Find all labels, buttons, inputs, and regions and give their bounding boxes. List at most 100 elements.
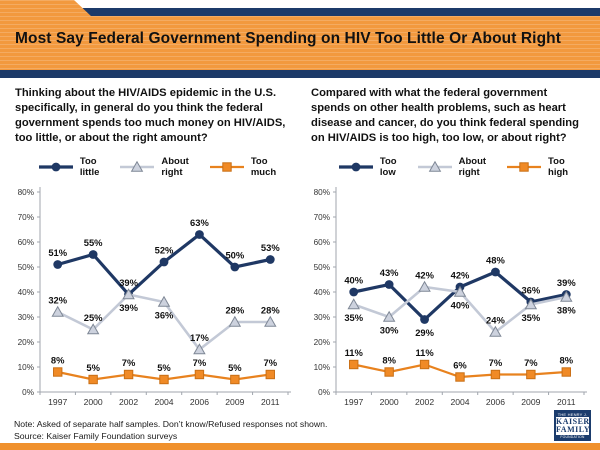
series-about-right xyxy=(51,288,277,355)
source-line: Source: Kaiser Family Foundation surveys xyxy=(14,430,178,441)
legend-label: About right xyxy=(161,156,189,179)
data-point-triangle xyxy=(51,305,64,317)
question-right: Compared with what the federal governmen… xyxy=(311,87,579,144)
y-tick-label: 70% xyxy=(314,213,330,222)
data-label: 35% xyxy=(344,312,363,323)
x-tick-label: 2002 xyxy=(119,397,138,407)
header-navy-underline xyxy=(0,70,600,78)
y-tick-label: 10% xyxy=(18,363,34,372)
y-tick-label: 20% xyxy=(314,338,330,347)
x-tick-label: 2000 xyxy=(380,397,399,407)
y-tick-label: 20% xyxy=(18,338,34,347)
data-point-triangle xyxy=(193,343,206,355)
data-label: 5% xyxy=(86,362,100,373)
data-label: 6% xyxy=(453,360,467,371)
data-label: 42% xyxy=(451,270,470,281)
data-label: 32% xyxy=(48,295,67,306)
data-label: 52% xyxy=(155,245,174,256)
data-label: 30% xyxy=(380,325,399,336)
data-point-circle xyxy=(265,255,275,264)
data-label: 7% xyxy=(122,357,136,368)
footer-note: Note: Asked of separate half samples. Do… xyxy=(14,419,327,442)
data-point-circle xyxy=(88,250,98,259)
header-orange-tab xyxy=(0,0,92,17)
data-point-circle xyxy=(53,260,63,269)
data-point-circle xyxy=(195,230,204,239)
y-tick-label: 50% xyxy=(18,263,34,272)
data-point-triangle xyxy=(228,315,242,327)
y-tick-label: 10% xyxy=(314,363,330,372)
series-too-high xyxy=(349,359,571,382)
note-line: Note: Asked of separate half samples. Do… xyxy=(14,419,328,429)
square-marker-icon xyxy=(507,162,542,172)
data-point-square xyxy=(419,359,430,370)
x-tick-label: 2011 xyxy=(261,397,280,407)
data-label: 11% xyxy=(415,347,434,358)
legend-label: Too much xyxy=(250,156,277,179)
data-point-triangle xyxy=(382,310,396,322)
data-label: 7% xyxy=(264,357,278,368)
data-point-square xyxy=(194,369,205,380)
x-tick-label: 2002 xyxy=(415,397,434,407)
y-tick-label: 50% xyxy=(314,263,330,272)
data-label: 39% xyxy=(119,302,138,313)
data-point-triangle xyxy=(264,315,277,327)
axes xyxy=(37,187,291,395)
panel-left: Thinking about the HIV/AIDS epidemic in … xyxy=(6,80,298,412)
legend-label: Too low xyxy=(379,156,397,179)
legend-item-about-right: About right xyxy=(417,156,486,178)
y-tick-label: 70% xyxy=(18,213,34,222)
y-tick-label: 80% xyxy=(314,188,330,197)
y-tick-label: 60% xyxy=(314,238,330,247)
header-navy-bar xyxy=(60,8,600,16)
x-tick-label: 2000 xyxy=(84,397,103,407)
data-label: 39% xyxy=(119,277,138,288)
data-label: 28% xyxy=(261,305,280,316)
kff-foundation-logo: THE HENRY J. KAISER FAMILY FOUNDATION xyxy=(554,410,591,441)
series-about-right xyxy=(347,280,573,337)
data-point-triangle xyxy=(560,290,573,302)
x-tick-label: 1997 xyxy=(344,397,363,407)
question-left: Thinking about the HIV/AIDS epidemic in … xyxy=(15,87,286,144)
legend-label: Too high xyxy=(548,156,569,179)
data-point-circle xyxy=(491,267,500,277)
y-tick-label: 40% xyxy=(18,288,34,297)
data-label: 63% xyxy=(190,217,209,228)
data-label: 36% xyxy=(155,310,174,321)
data-point-square xyxy=(265,369,275,380)
square-marker-icon xyxy=(209,162,244,172)
data-point-square xyxy=(230,374,240,385)
data-point-triangle xyxy=(131,160,144,172)
y-tick-label: 60% xyxy=(18,238,34,247)
data-point-circle xyxy=(349,287,359,297)
x-tick-label: 2004 xyxy=(154,397,173,407)
y-tick-label: 40% xyxy=(314,288,330,297)
data-label: 5% xyxy=(228,362,242,373)
series-too-little xyxy=(53,230,275,299)
legend-item-too-much: Too much xyxy=(209,156,276,178)
data-label: 38% xyxy=(557,305,576,316)
data-point-circle xyxy=(384,280,394,289)
legend-item-too-high: Too high xyxy=(506,156,568,178)
x-tick-label: 1997 xyxy=(48,397,67,407)
data-point-circle xyxy=(159,257,169,267)
data-label: 7% xyxy=(489,357,503,368)
data-label: 7% xyxy=(524,357,538,368)
data-point-triangle xyxy=(157,295,171,307)
data-point-triangle xyxy=(428,160,441,172)
logo-foundation-text: FOUNDATION xyxy=(556,435,589,440)
data-label: 29% xyxy=(415,327,434,338)
data-point-triangle xyxy=(86,323,100,335)
y-tick-label: 30% xyxy=(18,313,34,322)
data-point-triangle xyxy=(347,298,360,310)
legend-label: About right xyxy=(458,156,487,179)
data-point-square xyxy=(123,369,134,380)
legend-right: Too low About right Too high xyxy=(312,156,594,178)
data-label: 50% xyxy=(225,250,244,261)
data-label: 36% xyxy=(521,285,540,296)
data-label: 55% xyxy=(84,237,103,248)
data-label: 48% xyxy=(486,255,505,266)
series-too-much xyxy=(53,367,275,385)
data-point-circle xyxy=(351,162,361,172)
